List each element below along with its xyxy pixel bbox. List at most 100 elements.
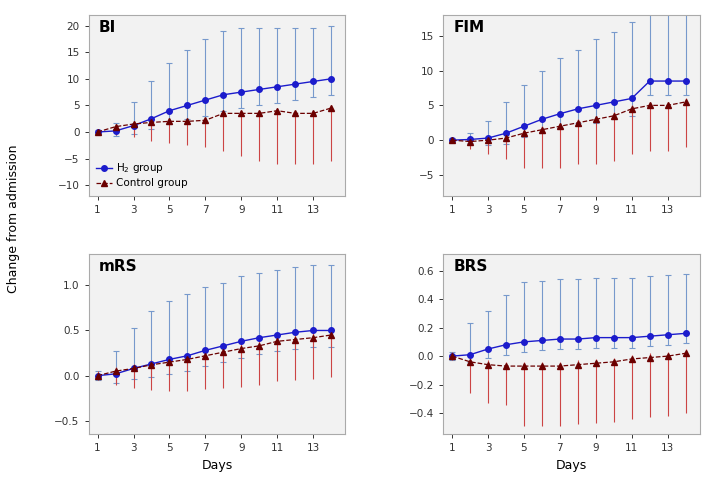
- H$_2$ group: [448, 353, 456, 359]
- Control group: [291, 337, 300, 342]
- H$_2$ group: [165, 356, 174, 362]
- H$_2$ group: [538, 116, 546, 122]
- H$_2$ group: [484, 346, 493, 352]
- H$_2$ group: [591, 102, 600, 108]
- H$_2$ group: [291, 81, 300, 87]
- Control group: [628, 356, 636, 362]
- H$_2$ group: [681, 330, 690, 336]
- H$_2$ group: [573, 336, 582, 342]
- Control group: [646, 102, 654, 108]
- Control group: [201, 117, 209, 123]
- Control group: [573, 120, 582, 126]
- H$_2$ group: [573, 106, 582, 112]
- H$_2$ group: [609, 335, 618, 340]
- H$_2$ group: [502, 342, 511, 348]
- H$_2$ group: [201, 347, 209, 353]
- Text: FIM: FIM: [453, 20, 485, 36]
- H$_2$ group: [237, 338, 245, 344]
- Control group: [237, 346, 245, 352]
- H$_2$ group: [291, 329, 300, 335]
- H$_2$ group: [255, 335, 264, 340]
- Control group: [609, 359, 618, 365]
- H$_2$ group: [502, 131, 511, 136]
- H$_2$ group: [609, 99, 618, 105]
- Control group: [309, 335, 317, 340]
- H$_2$ group: [628, 95, 636, 101]
- H$_2$ group: [664, 78, 672, 84]
- H$_2$ group: [628, 335, 636, 340]
- Control group: [112, 368, 120, 374]
- H$_2$ group: [646, 333, 654, 339]
- Control group: [465, 139, 474, 145]
- H$_2$ group: [465, 136, 474, 142]
- H$_2$ group: [201, 97, 209, 103]
- Control group: [448, 353, 456, 359]
- Control group: [273, 108, 282, 113]
- Control group: [147, 362, 156, 368]
- X-axis label: Days: Days: [556, 459, 587, 472]
- H$_2$ group: [183, 102, 192, 108]
- H$_2$ group: [646, 78, 654, 84]
- Control group: [93, 373, 102, 378]
- X-axis label: Days: Days: [202, 459, 232, 472]
- Text: mRS: mRS: [99, 259, 137, 274]
- Control group: [129, 366, 138, 372]
- Control group: [465, 359, 474, 365]
- Control group: [273, 338, 282, 344]
- H$_2$ group: [112, 128, 120, 134]
- Control group: [520, 131, 528, 136]
- Control group: [502, 135, 511, 141]
- H$_2$ group: [93, 129, 102, 135]
- Control group: [219, 111, 227, 116]
- H$_2$ group: [273, 332, 282, 338]
- H$_2$ group: [538, 337, 546, 343]
- Control group: [327, 332, 335, 338]
- H$_2$ group: [520, 123, 528, 129]
- Text: BI: BI: [99, 20, 116, 36]
- Control group: [255, 343, 264, 349]
- Control group: [502, 363, 511, 369]
- Control group: [591, 116, 600, 122]
- Control group: [147, 119, 156, 125]
- H$_2$ group: [591, 335, 600, 340]
- Line: Control group: Control group: [95, 105, 334, 135]
- Control group: [591, 360, 600, 366]
- Control group: [112, 124, 120, 130]
- H$_2$ group: [219, 92, 227, 98]
- Control group: [538, 127, 546, 132]
- H$_2$ group: [183, 353, 192, 359]
- H$_2$ group: [448, 137, 456, 143]
- Control group: [556, 363, 564, 369]
- Control group: [201, 353, 209, 359]
- Control group: [484, 362, 493, 368]
- Control group: [628, 106, 636, 112]
- H$_2$ group: [484, 135, 493, 141]
- Control group: [484, 137, 493, 143]
- Control group: [309, 111, 317, 116]
- Control group: [93, 129, 102, 135]
- Control group: [681, 99, 690, 105]
- H$_2$ group: [309, 78, 317, 84]
- Control group: [556, 123, 564, 129]
- H$_2$ group: [327, 328, 335, 334]
- Text: BRS: BRS: [453, 259, 488, 274]
- Control group: [183, 118, 192, 124]
- Control group: [165, 359, 174, 365]
- Control group: [129, 121, 138, 127]
- Line: H$_2$ group: H$_2$ group: [95, 76, 334, 135]
- Control group: [219, 349, 227, 355]
- H$_2$ group: [147, 116, 156, 122]
- H$_2$ group: [219, 343, 227, 349]
- Control group: [664, 102, 672, 108]
- H$_2$ group: [129, 123, 138, 129]
- H$_2$ group: [273, 84, 282, 90]
- Control group: [664, 353, 672, 359]
- H$_2$ group: [93, 373, 102, 378]
- Control group: [255, 111, 264, 116]
- Control group: [681, 350, 690, 356]
- H$_2$ group: [309, 328, 317, 334]
- Control group: [237, 111, 245, 116]
- Control group: [291, 111, 300, 116]
- H$_2$ group: [255, 87, 264, 93]
- Control group: [183, 356, 192, 362]
